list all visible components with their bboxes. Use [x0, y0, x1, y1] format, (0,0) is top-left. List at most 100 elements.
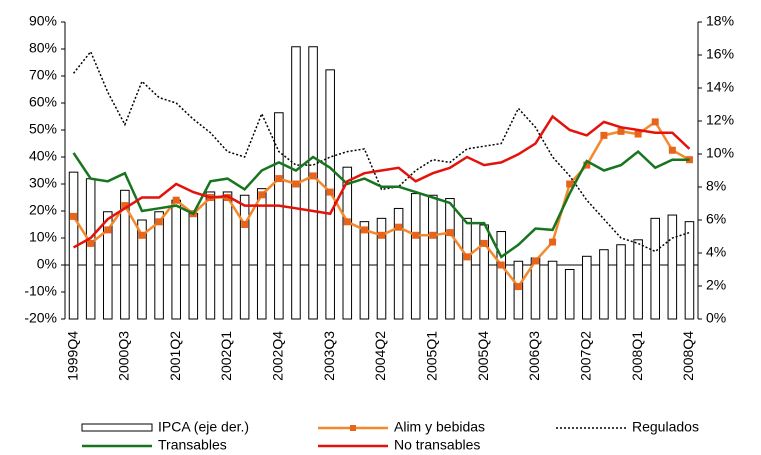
- bar: [410, 193, 421, 320]
- legend-label: No transables: [394, 437, 480, 453]
- bar: [582, 255, 592, 320]
- bar: [599, 249, 609, 320]
- y-tick-label: 30%: [29, 175, 57, 191]
- bar: [274, 112, 284, 320]
- x-tick-label: 2002Q1: [218, 331, 234, 381]
- line-series: [72, 114, 691, 249]
- marker: [651, 118, 659, 126]
- x-tick-label: 2008Q1: [629, 331, 645, 381]
- legend-label: IPCA (eje der.): [158, 419, 249, 435]
- marker: [155, 218, 163, 226]
- marker: [275, 175, 283, 183]
- x-tick-label: 2005Q1: [424, 331, 440, 381]
- bar: [479, 224, 489, 320]
- marker: [600, 131, 608, 139]
- x-tick-label: 2004Q2: [372, 331, 388, 381]
- x-tick-label: 2005Q4: [475, 331, 491, 381]
- y2-tick-label: 18%: [706, 13, 734, 29]
- marker: [292, 180, 300, 188]
- x-tick-label: 2000Q3: [116, 331, 132, 381]
- y-tick-label: 50%: [29, 121, 57, 137]
- marker: [104, 226, 112, 234]
- marker: [549, 238, 557, 246]
- marker: [446, 229, 454, 237]
- bar: [393, 207, 404, 320]
- marker: [617, 127, 625, 135]
- y-tick-label: 90%: [29, 13, 57, 29]
- marker: [309, 172, 317, 180]
- line-series: [72, 149, 690, 259]
- bar: [496, 231, 507, 320]
- y-tick-label: 20%: [29, 202, 57, 218]
- bar: [462, 217, 472, 320]
- bar: [667, 214, 678, 320]
- y-tick-label: 40%: [29, 148, 57, 164]
- bar: [684, 221, 695, 320]
- marker: [480, 239, 488, 247]
- bar: [445, 198, 455, 320]
- bar: [376, 217, 387, 320]
- legend-swatch: [81, 423, 153, 432]
- bar: [205, 191, 216, 320]
- bar: [547, 260, 558, 320]
- marker: [172, 196, 180, 204]
- bar: [359, 221, 370, 320]
- legend-label: Transables: [158, 437, 227, 453]
- y-tick-label: 60%: [29, 94, 57, 110]
- bar: [256, 188, 267, 320]
- bar: [154, 211, 164, 320]
- legend-label: Alim y bebidas: [394, 419, 485, 435]
- y2-tick-label: 8%: [706, 178, 726, 194]
- bar: [85, 178, 96, 320]
- marker: [395, 223, 403, 231]
- marker: [531, 257, 539, 265]
- bar: [137, 219, 147, 320]
- x-tick-label: 2008Q4: [680, 331, 696, 381]
- y-tick-label: 70%: [29, 67, 57, 83]
- x-tick-label: 2006Q3: [526, 331, 542, 381]
- bar: [428, 194, 438, 320]
- y2-tick-label: 2%: [706, 277, 726, 293]
- marker: [343, 218, 351, 226]
- bar: [650, 217, 661, 320]
- marker: [87, 239, 95, 247]
- marker: [258, 191, 266, 199]
- legend-marker: [350, 425, 356, 431]
- marker: [241, 221, 249, 228]
- marker: [326, 188, 334, 196]
- y-tick-label: -20%: [24, 310, 57, 326]
- bar: [308, 46, 318, 320]
- y-tick-label: -10%: [24, 283, 57, 299]
- y2-tick-label: 12%: [706, 112, 734, 128]
- y-tick-label: 80%: [29, 40, 57, 56]
- x-tick-label: 2007Q2: [578, 331, 594, 381]
- y-tick-label: 10%: [29, 229, 57, 245]
- marker: [360, 226, 368, 234]
- marker: [668, 146, 676, 154]
- bar: [616, 244, 626, 320]
- bar: [633, 239, 643, 320]
- bar: [171, 199, 181, 320]
- x-tick-label: 2001Q2: [167, 331, 183, 381]
- marker: [412, 231, 420, 239]
- marker: [514, 283, 522, 291]
- bar: [564, 269, 575, 320]
- marker: [497, 261, 505, 269]
- x-tick-label: 2002Q4: [270, 331, 286, 381]
- y2-tick-label: 0%: [706, 310, 726, 326]
- legend-label: Regulados: [632, 419, 699, 435]
- marker: [70, 212, 78, 220]
- marker: [378, 231, 385, 239]
- y2-tick-label: 6%: [706, 211, 726, 227]
- y2-tick-label: 10%: [706, 145, 734, 161]
- marker: [463, 253, 471, 261]
- y-tick-label: 0%: [37, 256, 57, 272]
- bar: [120, 189, 130, 320]
- bar: [102, 211, 113, 320]
- bar: [513, 260, 524, 320]
- x-tick-label: 2003Q3: [321, 331, 337, 381]
- line-series: [72, 50, 690, 253]
- y2-tick-label: 16%: [706, 46, 734, 62]
- bar: [342, 166, 353, 320]
